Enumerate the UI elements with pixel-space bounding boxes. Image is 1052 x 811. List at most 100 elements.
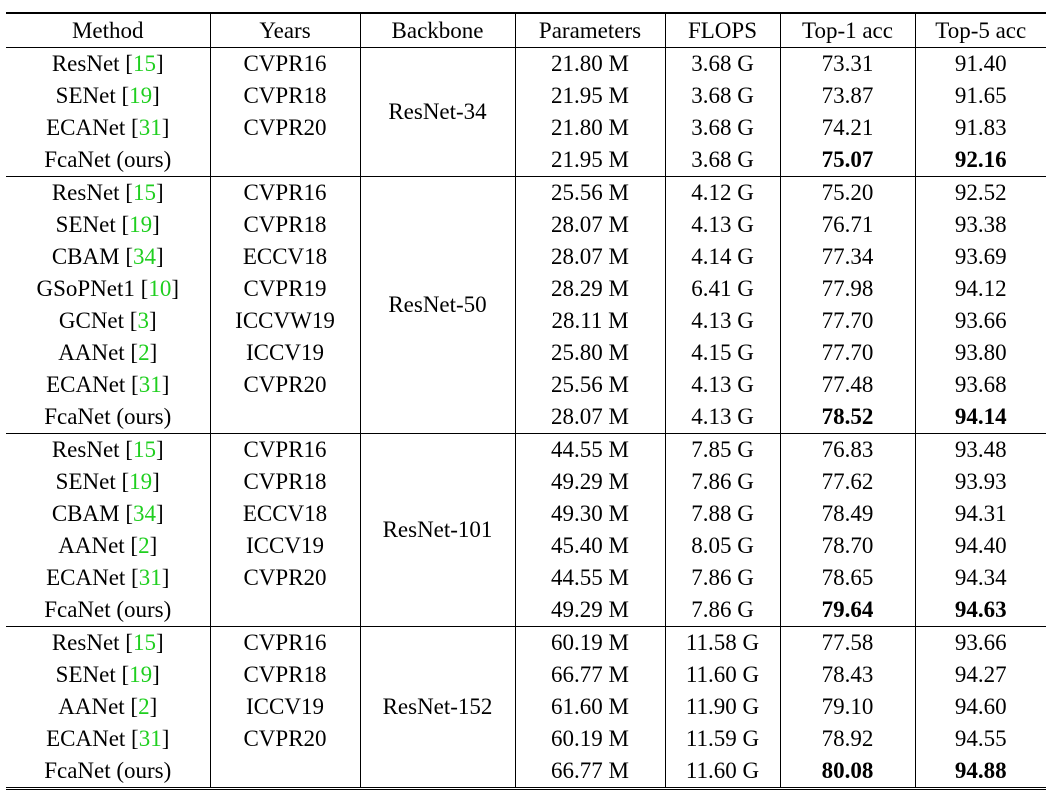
method-text: ] [161, 372, 170, 397]
backbone-cell: ResNet-152 [359, 626, 515, 789]
method-text: FcaNet (ours) [44, 758, 172, 783]
top1-cell: 76.83 [779, 433, 915, 466]
top1-cell: 77.48 [779, 369, 915, 401]
top5-cell: 92.52 [914, 176, 1046, 209]
citation: 2 [138, 533, 150, 558]
flops-cell: 4.15 G [664, 337, 780, 369]
year-cell: ICCV19 [209, 337, 360, 369]
method-cell: GSoPNet1 [10] [6, 273, 210, 305]
table-row: ResNet [15] CVPR16 ResNet-152 60.19 M 11.58 … [6, 626, 1046, 789]
table-row: SENet [19] CVPR18 66.77 M 11.60 G 78.43 94.27 [6, 659, 1046, 691]
flops-cell: 7.85 G [664, 433, 780, 466]
top5-cell: 93.48 [914, 433, 1046, 466]
method-text: ] [152, 83, 160, 108]
top1-cell: 79.10 [779, 691, 915, 723]
method-cell: SENet [19] [6, 80, 210, 112]
citation: 15 [132, 51, 156, 76]
top1-cell: 73.31 [779, 47, 915, 80]
year-cell: CVPR16 [209, 47, 360, 80]
flops-cell: 7.86 G [664, 594, 780, 627]
top1-cell: 73.87 [779, 80, 915, 112]
method-text: SENet [ [55, 212, 130, 237]
params-cell: 49.29 M [514, 466, 665, 498]
table-row: FcaNet (ours) 21.95 M 3.68 G 75.07 92.16 [6, 144, 1046, 177]
method-text: FcaNet (ours) [44, 147, 172, 172]
method-text: ] [155, 180, 164, 205]
top5-cell: 93.68 [914, 369, 1046, 401]
method-cell: FcaNet (ours) [6, 144, 210, 177]
top1-cell: 77.62 [779, 466, 915, 498]
flops-cell: 11.60 G [664, 659, 780, 691]
flops-cell: 4.13 G [664, 401, 780, 434]
method-text: SENet [ [55, 469, 130, 494]
top1-cell: 79.64 [779, 594, 915, 627]
header-cell: Top-1 acc [779, 13, 915, 48]
year-cell: CVPR16 [209, 626, 360, 659]
citation: 10 [148, 276, 172, 301]
citation: 31 [138, 565, 162, 590]
year-cell: CVPR16 [209, 176, 360, 209]
table-row: FcaNet (ours) 66.77 M 11.60 G 80.08 94.88 [6, 755, 1046, 789]
method-text: ECANet [ [46, 565, 139, 590]
flops-cell: 7.86 G [664, 466, 780, 498]
year-cell: CVPR20 [209, 723, 360, 755]
citation: 34 [132, 501, 156, 526]
params-cell: 44.55 M [514, 433, 665, 466]
top5-cell: 91.83 [914, 112, 1046, 144]
top5-cell: 93.66 [914, 626, 1046, 659]
method-text: AANet [ [58, 694, 139, 719]
method-text: ResNet [ [51, 630, 133, 655]
method-text: CBAM [ [51, 501, 133, 526]
flops-cell: 4.13 G [664, 305, 780, 337]
year-cell: CVPR20 [209, 112, 360, 144]
table-row: ResNet [15] CVPR16 ResNet-101 44.55 M 7.85 G… [6, 433, 1046, 627]
header-cell: Top-5 acc [914, 13, 1046, 48]
header-cell: Backbone [359, 13, 515, 48]
params-cell: 25.56 M [514, 369, 665, 401]
table-row: SENet [19] CVPR18 28.07 M 4.13 G 76.71 93.38 [6, 209, 1046, 241]
header-cell: FLOPS [664, 13, 780, 48]
params-cell: 45.40 M [514, 530, 665, 562]
top1-cell: 78.70 [779, 530, 915, 562]
flops-cell: 11.60 G [664, 755, 780, 789]
method-text: ] [155, 51, 164, 76]
top1-cell: 76.71 [779, 209, 915, 241]
year-cell [209, 594, 360, 627]
method-cell: ResNet [15] [6, 434, 210, 467]
method-text: FcaNet (ours) [44, 597, 172, 622]
table-row: FcaNet (ours) 28.07 M 4.13 G 78.52 94.14 [6, 401, 1046, 434]
citation: 15 [132, 437, 156, 462]
params-cell: 21.95 M [514, 144, 665, 177]
method-cell: GCNet [3] [6, 305, 210, 337]
params-cell: 44.55 M [514, 562, 665, 594]
method-cell: SENet [19] [6, 466, 210, 498]
method-cell: ResNet [15] [6, 177, 210, 210]
params-cell: 66.77 M [514, 659, 665, 691]
method-text: ECANet [ [46, 726, 139, 751]
method-text: ] [152, 212, 160, 237]
top5-cell: 94.12 [914, 273, 1046, 305]
flops-cell: 4.12 G [664, 176, 780, 209]
params-cell: 49.30 M [514, 498, 665, 530]
top5-cell: 94.31 [914, 498, 1046, 530]
year-cell [209, 144, 360, 177]
flops-cell: 3.68 G [664, 80, 780, 112]
citation: 15 [132, 630, 156, 655]
top5-cell: 94.14 [914, 401, 1046, 434]
params-cell: 21.80 M [514, 47, 665, 80]
flops-cell: 6.41 G [664, 273, 780, 305]
method-cell: CBAM [34] [6, 498, 210, 530]
citation: 19 [129, 469, 153, 494]
flops-cell: 11.59 G [664, 723, 780, 755]
method-text: AANet [ [58, 340, 139, 365]
method-text: ] [155, 244, 164, 269]
params-cell: 28.07 M [514, 209, 665, 241]
year-cell: CVPR16 [209, 433, 360, 466]
params-cell: 21.95 M [514, 80, 665, 112]
top1-cell: 74.21 [779, 112, 915, 144]
method-cell: AANet [2] [6, 691, 210, 723]
backbone-cell: ResNet-50 [359, 176, 515, 434]
top5-cell: 93.80 [914, 337, 1046, 369]
